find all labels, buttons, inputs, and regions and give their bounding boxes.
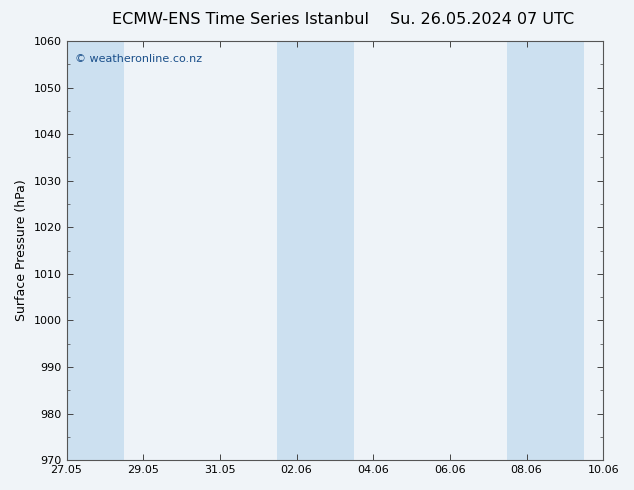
Bar: [507, 41, 584, 460]
Bar: [67, 41, 124, 460]
Y-axis label: Surface Pressure (hPa): Surface Pressure (hPa): [15, 180, 28, 321]
Bar: [277, 41, 354, 460]
Text: Su. 26.05.2024 07 UTC: Su. 26.05.2024 07 UTC: [390, 12, 574, 27]
Text: ECMW-ENS Time Series Istanbul: ECMW-ENS Time Series Istanbul: [112, 12, 370, 27]
Text: © weatheronline.co.nz: © weatheronline.co.nz: [75, 53, 202, 64]
